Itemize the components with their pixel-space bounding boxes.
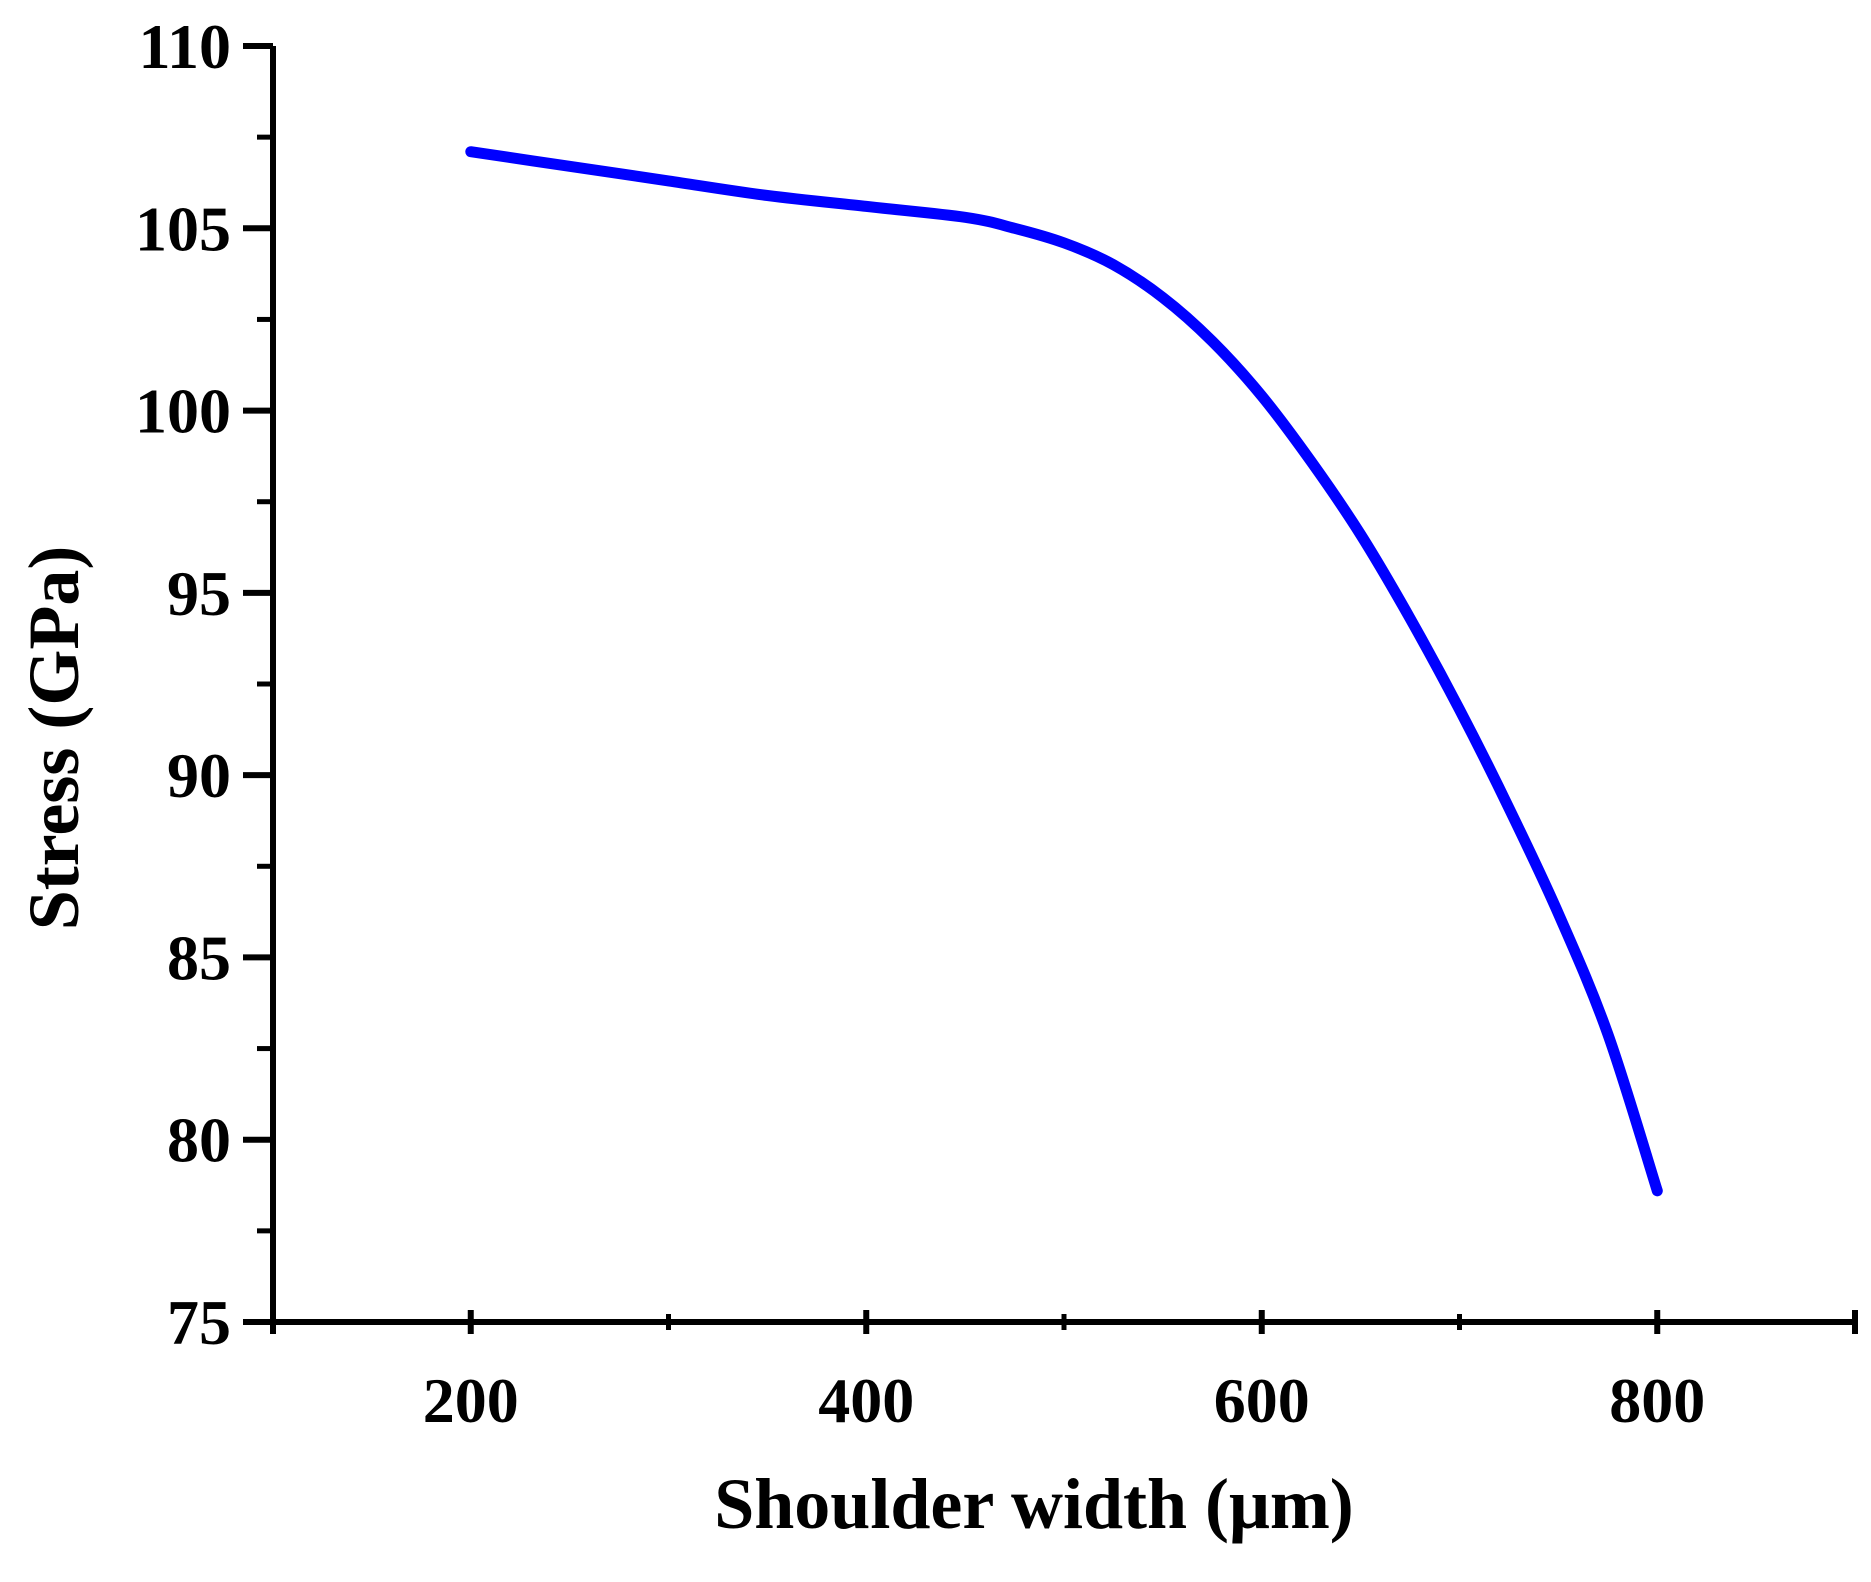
- x-axis-title: Shoulder width (μm): [714, 1464, 1354, 1544]
- tick-labels: 75 80 85 90 95 100 105 110 200 400 600 800: [135, 11, 1705, 1436]
- y-tick-label: 110: [139, 11, 231, 82]
- y-tick-label: 100: [135, 376, 231, 447]
- y-tick-label: 75: [167, 1287, 231, 1358]
- y-tick-label: 85: [167, 922, 231, 993]
- y-tick-label: 80: [167, 1105, 231, 1176]
- y-tick-label: 95: [167, 558, 231, 629]
- x-tick-label: 600: [1214, 1365, 1310, 1436]
- series-line: [465, 146, 1663, 1197]
- y-tick-label: 90: [167, 740, 231, 811]
- x-tick-label: 800: [1609, 1365, 1705, 1436]
- x-tick-label: 400: [818, 1365, 914, 1436]
- series-layer: [465, 146, 1663, 1197]
- x-tick-label: 200: [423, 1365, 519, 1436]
- y-tick-label: 105: [135, 193, 231, 264]
- y-axis-title: Stress (GPa): [14, 546, 94, 931]
- ticks: [243, 43, 1858, 1334]
